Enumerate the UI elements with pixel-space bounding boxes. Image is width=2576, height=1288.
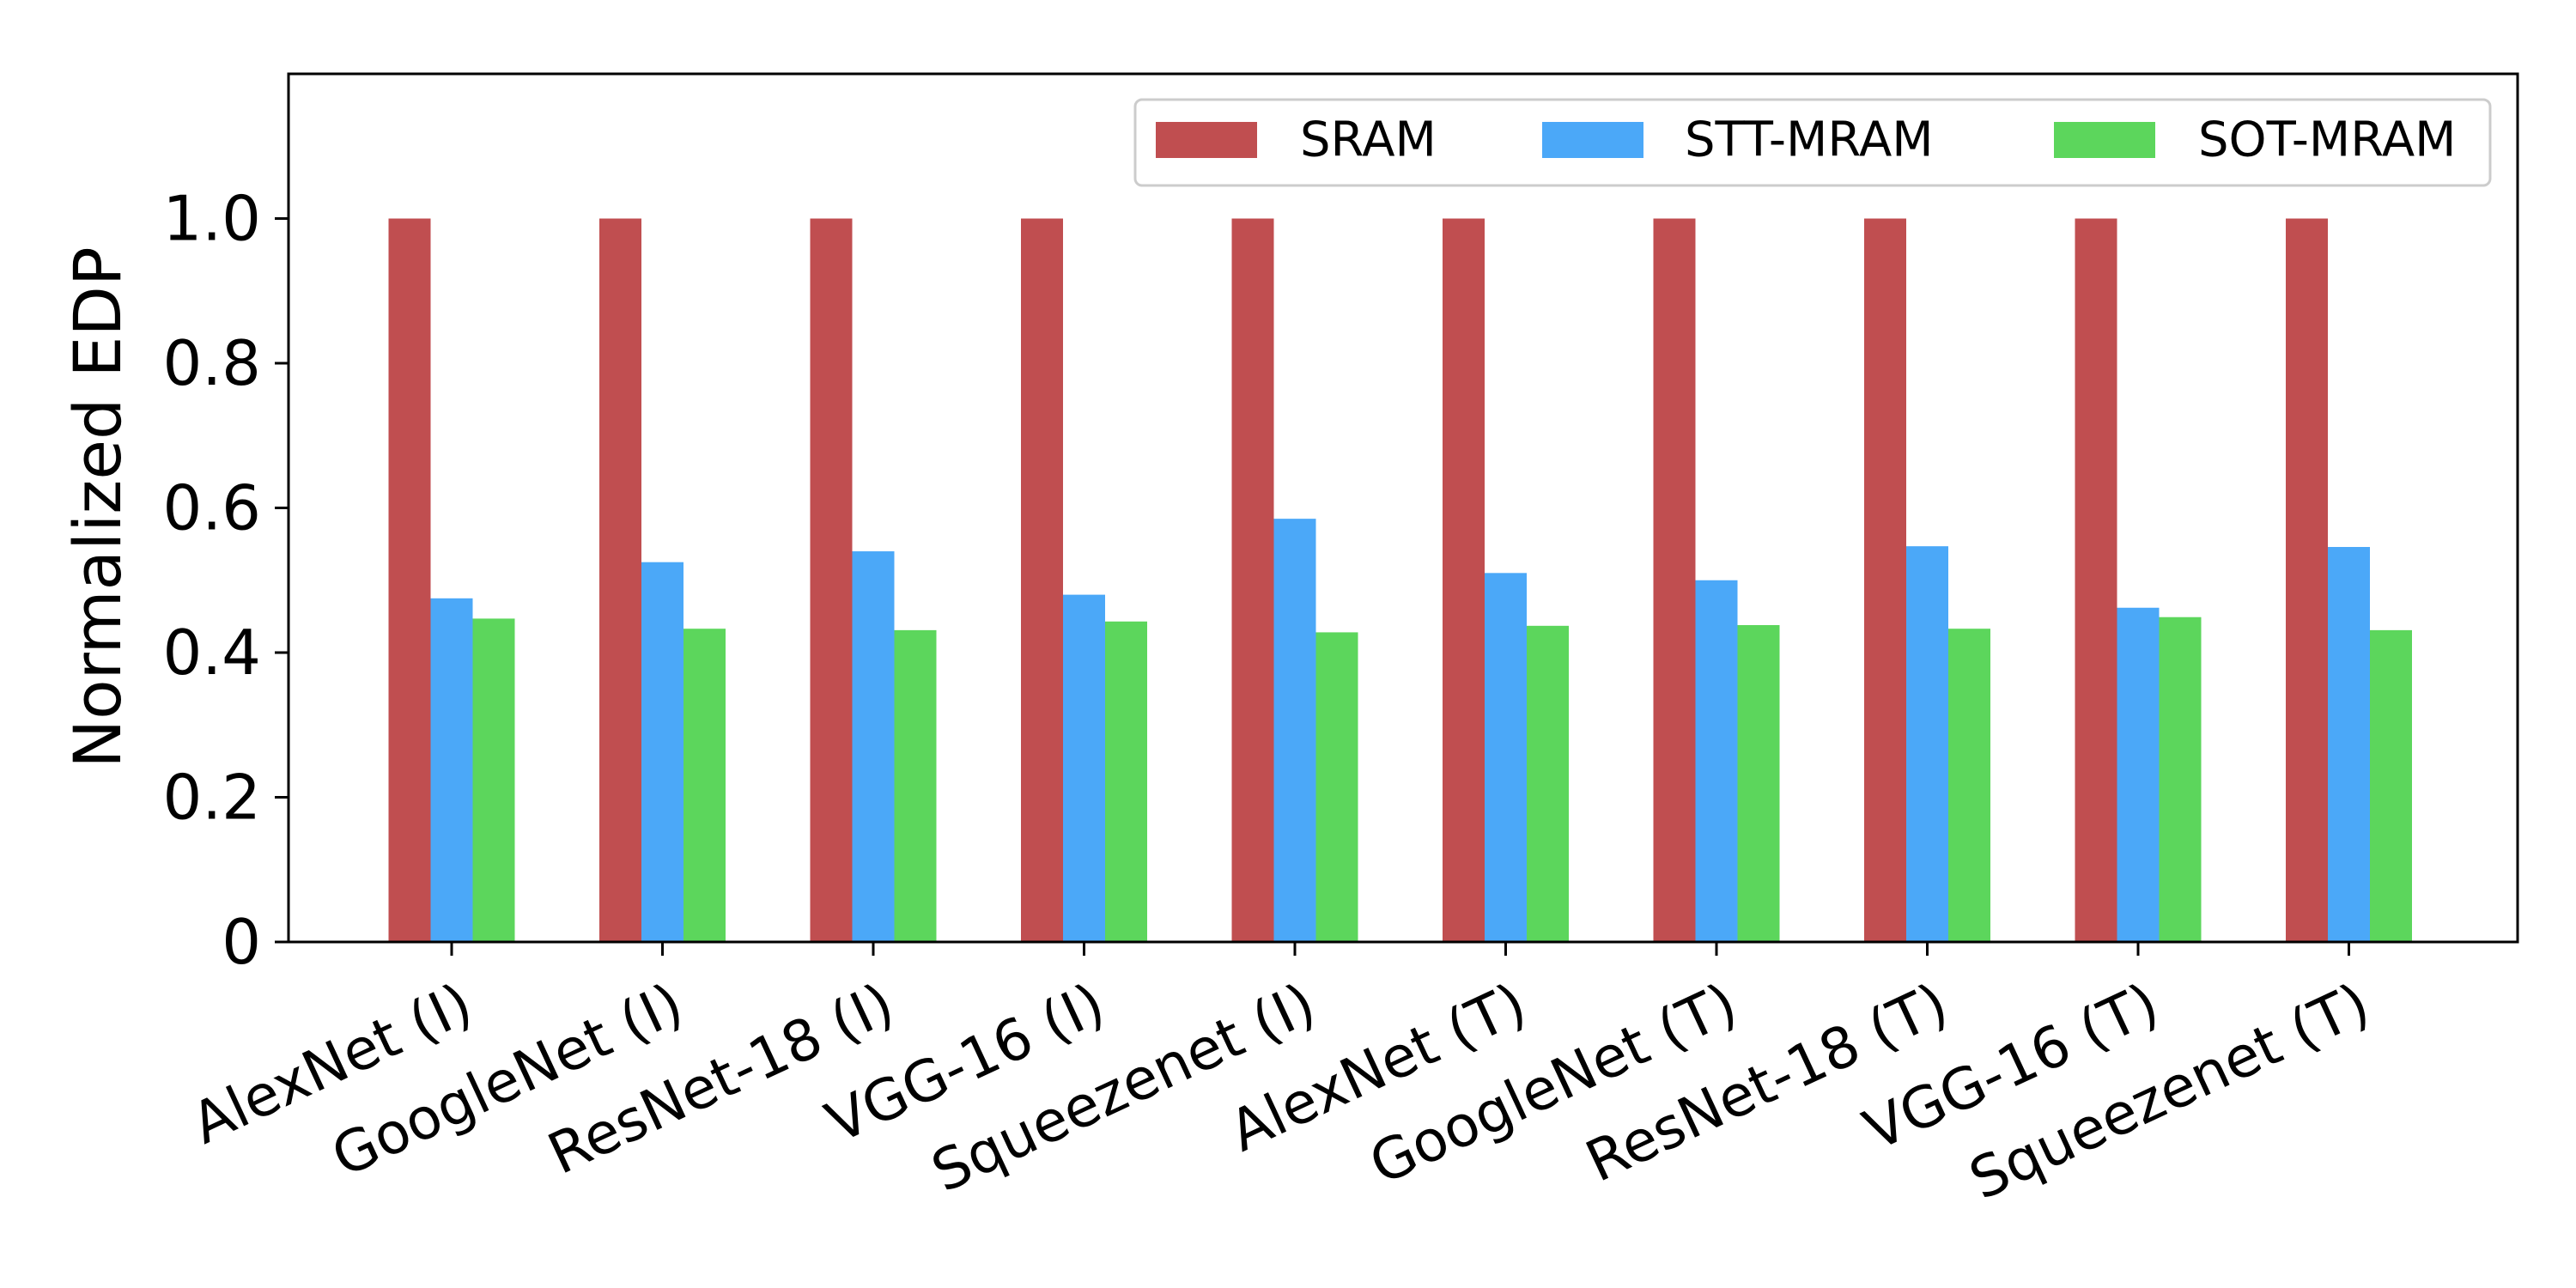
bar-sram-3 xyxy=(810,218,853,942)
bar-sram-9 xyxy=(2075,218,2117,942)
bar-stt-mram-1 xyxy=(430,598,473,942)
y-tick-label: 0 xyxy=(222,906,261,978)
bar-stt-mram-8 xyxy=(1906,546,1948,942)
legend-frame xyxy=(1133,98,2492,187)
x-axis: AlexNet (I)GoogleNet (I)ResNet-18 (I)VGG… xyxy=(182,942,2379,1212)
bar-sram-5 xyxy=(1231,218,1274,942)
legend-label-sot-mram: SOT-MRAM xyxy=(2198,112,2456,168)
legend: SRAM STT-MRAM SOT-MRAM xyxy=(1133,98,2492,187)
bar-sram-4 xyxy=(1021,218,1063,942)
y-tick-label: 0.6 xyxy=(162,472,261,544)
bar-sram-2 xyxy=(599,218,641,942)
bar-stt-mram-4 xyxy=(1063,594,1105,942)
bar-sot-mram-6 xyxy=(1527,625,1569,942)
bar-sot-mram-7 xyxy=(1737,624,1780,942)
bar-stt-mram-6 xyxy=(1485,573,1527,942)
x-tick-label: GoogleNet (I) xyxy=(322,970,693,1190)
y-tick-label: 0.2 xyxy=(162,762,261,834)
y-axis-label: Normalized EDP xyxy=(59,246,136,769)
bar-sram-8 xyxy=(1864,218,1906,942)
y-tick-label: 0.8 xyxy=(162,327,261,399)
bar-sot-mram-2 xyxy=(683,629,726,942)
y-axis: 0 0.2 0.4 0.6 0.8 1.0 xyxy=(162,183,289,978)
bar-stt-mram-2 xyxy=(641,562,683,942)
bar-sot-mram-1 xyxy=(472,618,515,942)
bar-sot-mram-9 xyxy=(2159,617,2202,942)
legend-swatch-sram xyxy=(1156,122,1257,158)
legend-label-sram: SRAM xyxy=(1300,112,1437,168)
bar-sot-mram-4 xyxy=(1105,621,1147,942)
bar-sot-mram-3 xyxy=(894,629,937,942)
y-tick-label: 1.0 xyxy=(162,183,261,255)
bars-layer xyxy=(388,218,2412,942)
legend-swatch-stt-mram xyxy=(1542,122,1643,158)
bar-stt-mram-3 xyxy=(852,551,895,942)
bar-sram-6 xyxy=(1443,218,1485,942)
bar-stt-mram-10 xyxy=(2328,546,2370,942)
y-tick-label: 0.4 xyxy=(162,617,261,689)
bar-sot-mram-8 xyxy=(1948,629,1990,942)
bar-stt-mram-7 xyxy=(1695,580,1738,942)
bar-sram-1 xyxy=(388,218,431,942)
bar-stt-mram-5 xyxy=(1273,519,1316,942)
bar-sot-mram-10 xyxy=(2370,629,2412,942)
legend-label-stt-mram: STT-MRAM xyxy=(1685,112,1934,168)
legend-swatch-sot-mram xyxy=(2054,122,2155,158)
bar-sram-7 xyxy=(1653,218,1696,942)
bar-sram-10 xyxy=(2286,218,2328,942)
bar-sot-mram-5 xyxy=(1315,632,1358,942)
bar-stt-mram-9 xyxy=(2117,607,2160,942)
